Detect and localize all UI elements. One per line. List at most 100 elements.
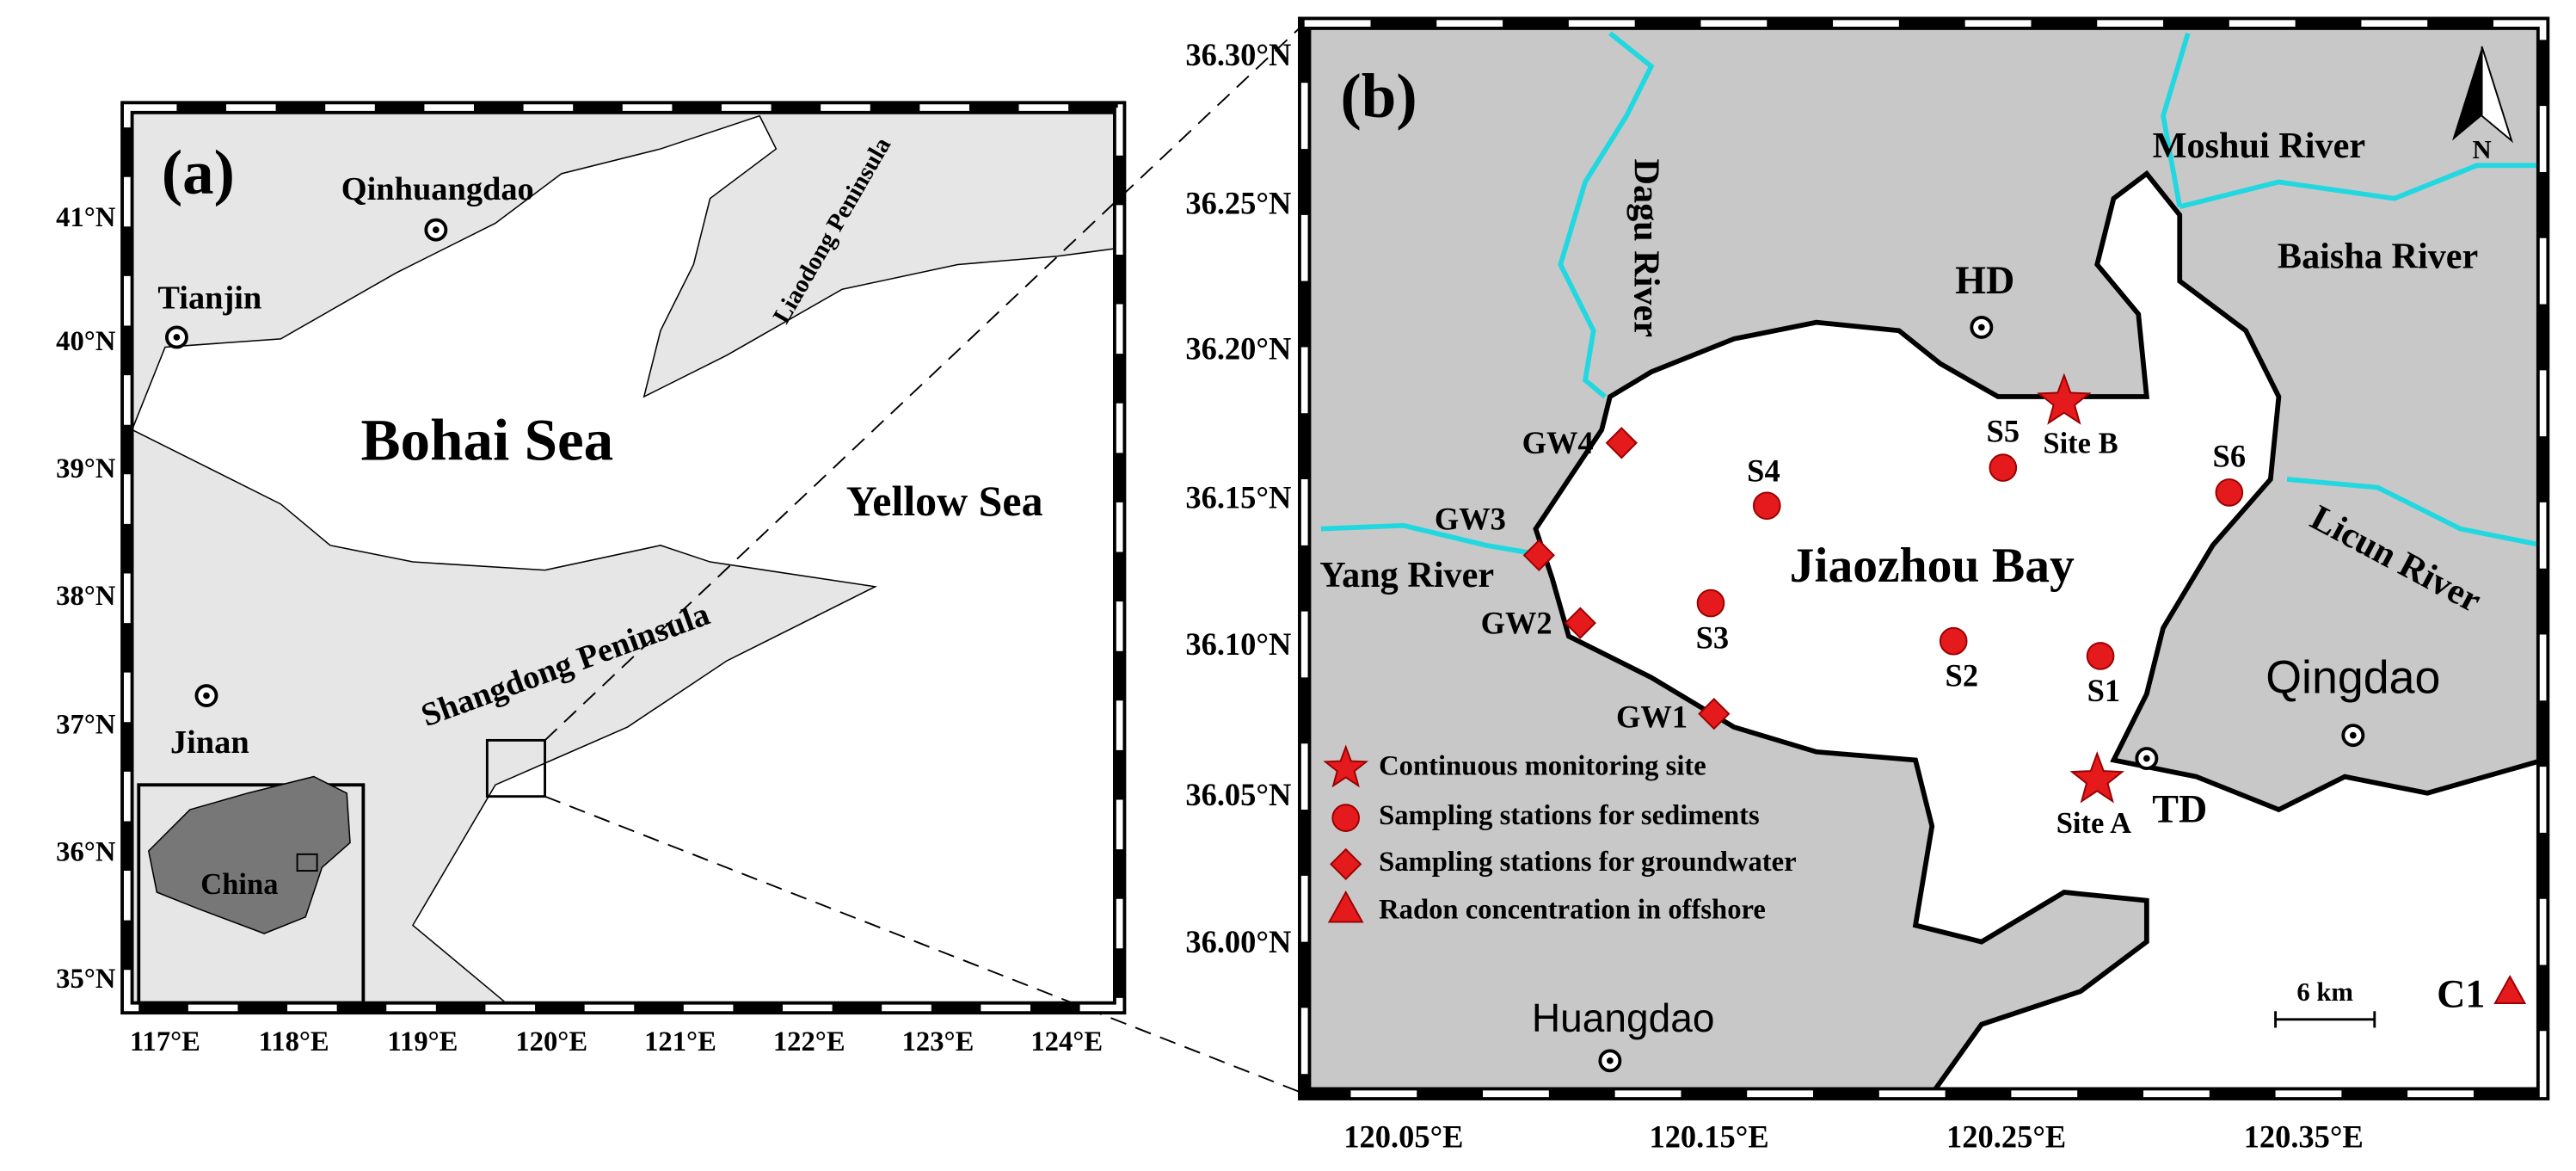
lon-label: 120°E [515,1026,587,1057]
groundwater-station [1522,539,1555,571]
place-label: Tianjin [157,280,261,317]
town-label: Qingdao [2266,651,2440,703]
lat-label: 38°N [56,581,116,612]
lon-label: 124°E [1030,1026,1103,1057]
river-label: Dagu River [1626,158,1667,337]
groundwater-station [1605,427,1638,459]
legend-label: Continuous monitoring site [1379,751,1706,782]
place-label: Qinhuangdao [341,171,534,207]
lat-label: 36.05°N [1185,778,1291,812]
sediment-station [1331,804,1361,832]
lat-label: 41°N [56,202,116,233]
lat-label: 36.25°N [1185,187,1291,221]
groundwater-station [1698,698,1731,730]
frame-a-ticks [123,104,1123,1012]
lon-label: 118°E [259,1026,329,1057]
river [1558,31,1655,399]
station-label: S2 [1946,659,1979,693]
legend-label: Sampling stations for sediments [1379,800,1760,831]
station-label: GW1 [1616,700,1688,735]
lat-label: 36.00°N [1185,925,1291,959]
town-label: TD [2152,786,2207,830]
sediment-station [1752,491,1781,521]
panel-label: (a) [162,137,235,206]
inset-box [296,853,318,872]
river-label: Baisha River [2278,236,2478,276]
sea-label: Yellow Sea [846,478,1043,525]
zoom-line [544,22,1306,742]
lat-label: 37°N [56,710,116,741]
groundwater-station [1564,607,1596,639]
river [2179,163,2543,210]
town-marker [2349,731,2357,739]
town-marker [433,226,440,233]
lon-label: 120.25°E [1946,1119,2066,1154]
site-label: Site B [2043,428,2118,460]
river [2286,477,2544,548]
river [2161,32,2191,207]
sea-label: Bohai Sea [360,407,613,473]
legend-label: Sampling stations for groundwater [1379,847,1797,878]
frame-b-ticks [1300,20,2547,1098]
north-label: N [2472,135,2491,164]
station-label: S1 [2087,674,2121,708]
zoom-box [485,738,546,798]
station-label: GW4 [1522,426,1594,460]
lon-label: 117°E [130,1026,200,1057]
river [1320,522,1545,558]
station-label: C1 [2437,971,2485,1015]
lat-label: 40°N [56,326,116,357]
lat-label: 36.10°N [1185,627,1291,662]
station-label: S5 [1987,415,2020,449]
lon-label: 122°E [773,1026,845,1057]
legend-label: Radon concentration in offshore [1379,895,1766,926]
place-label: Jinan [170,724,249,761]
station-label: S6 [2213,439,2247,473]
scale-bar [2274,1011,2376,1028]
lon-label: 120.35°E [2244,1119,2364,1154]
lon-label: 120.05°E [1343,1119,1463,1154]
site-star [1323,744,1369,788]
groundwater-station [1330,847,1362,881]
station-label: GW3 [1435,502,1506,536]
town-marker [203,692,210,700]
sediment-station [1696,589,1725,618]
lat-label: 36°N [56,836,116,867]
station-label: S3 [1696,621,1730,656]
lat-label: 36.30°N [1185,38,1291,72]
lon-label: 119°E [388,1026,458,1057]
lon-label: 120.15°E [1649,1119,1768,1154]
town-marker [173,334,181,341]
lon-label: 123°E [902,1026,974,1057]
lat-label: 35°N [56,964,116,995]
offshore-station [1327,891,1364,923]
site-label: Site A [2056,807,2131,840]
town-marker [2143,755,2150,762]
china-shape [147,775,351,934]
town-marker [1607,1057,1614,1064]
town-label: HD [1955,258,2014,302]
sediment-station [2086,642,2115,670]
lat-label: 36.15°N [1185,480,1291,515]
bay-label: Jiaozhou Bay [1790,539,2075,593]
sea-a [131,114,1121,1009]
sediment-station [1939,626,1968,656]
lon-label: 121°E [644,1026,716,1057]
station-label: S4 [1747,454,1780,489]
north-arrow [2481,46,2514,144]
lat-label: 36.20°N [1185,332,1291,367]
inset-label: China [200,868,278,901]
offshore-station [2493,974,2527,1004]
site-star [2037,373,2092,425]
station-label: GW2 [1481,606,1552,640]
zoom-line [544,795,1306,1095]
lat-label: 39°N [56,453,116,484]
sediment-station [1989,453,2018,482]
sediment-station [2215,478,2244,507]
scale-label: 6 km [2296,977,2353,1007]
river-label: Moshui River [2153,126,2365,166]
site-star [2069,750,2125,804]
bay-water [1533,169,2546,1097]
